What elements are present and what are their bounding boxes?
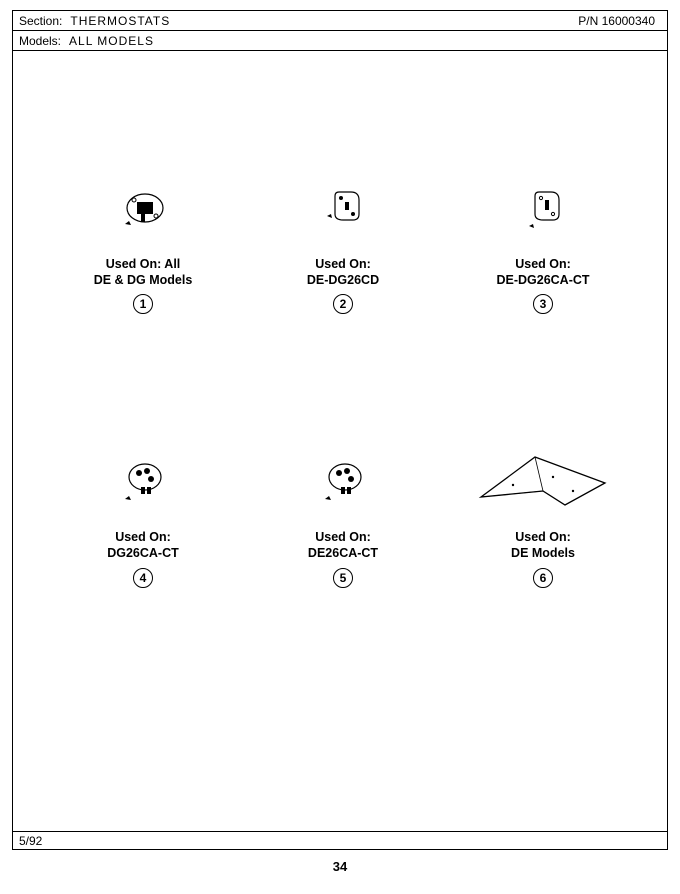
used-on-label: Used On: — [307, 257, 379, 273]
thermostat-switch-icon — [115, 171, 171, 251]
part-number: P/N 16000340 — [574, 12, 667, 30]
used-on-models: DG26CA-CT — [107, 546, 179, 562]
diagram-content: Used On: All DE & DG Models 1 — [13, 51, 667, 829]
part-number-text: 6 — [540, 571, 547, 585]
plate-small-alt-icon — [515, 171, 571, 251]
part-number-text: 3 — [540, 297, 547, 311]
part-item: Used On: DE Models 6 — [453, 444, 633, 587]
footer-date: 5/92 — [13, 831, 667, 849]
used-on-label: Used On: All — [94, 257, 193, 273]
part-number-circle: 3 — [533, 294, 553, 314]
header-row-section: Section: THERMOSTATS P/N 16000340 — [13, 11, 667, 31]
heat-shield-icon — [473, 444, 613, 524]
part-item: Used On: DE-DG26CD 2 — [253, 171, 433, 314]
part-number-circle: 4 — [133, 568, 153, 588]
used-on-label: Used On: — [308, 530, 378, 546]
footer-date-text: 5/92 — [19, 834, 42, 848]
parts-grid: Used On: All DE & DG Models 1 — [53, 171, 633, 588]
diagram-frame: Section: THERMOSTATS P/N 16000340 Models… — [12, 10, 668, 850]
page-number: 34 — [0, 859, 680, 874]
used-on-models: DE-DG26CA-CT — [496, 273, 589, 289]
used-on-models: DE-DG26CD — [307, 273, 379, 289]
part-number-circle: 1 — [133, 294, 153, 314]
used-on-label: Used On: — [107, 530, 179, 546]
part-number-text: 4 — [140, 571, 147, 585]
models-value: ALL MODELS — [65, 32, 158, 50]
thermostat-multi-icon — [115, 444, 171, 524]
used-on-models: DE & DG Models — [94, 273, 193, 289]
part-caption: Used On: DG26CA-CT — [107, 530, 179, 561]
used-on-label: Used On: — [496, 257, 589, 273]
part-number-text: 2 — [340, 297, 347, 311]
used-on-models: DE26CA-CT — [308, 546, 378, 562]
part-item: Used On: DG26CA-CT 4 — [53, 444, 233, 587]
part-caption: Used On: All DE & DG Models — [94, 257, 193, 288]
part-caption: Used On: DE-DG26CD — [307, 257, 379, 288]
used-on-label: Used On: — [511, 530, 575, 546]
page-number-text: 34 — [333, 859, 347, 874]
pn-value: 16000340 — [602, 14, 655, 28]
part-item: Used On: DE26CA-CT 5 — [253, 444, 433, 587]
page: Section: THERMOSTATS P/N 16000340 Models… — [0, 0, 680, 894]
thermostat-multi-alt-icon — [315, 444, 371, 524]
header-row-models: Models: ALL MODELS — [13, 31, 667, 51]
part-item: Used On: DE-DG26CA-CT 3 — [453, 171, 633, 314]
part-number-text: 5 — [340, 571, 347, 585]
models-label: Models: — [13, 32, 65, 50]
part-caption: Used On: DE Models — [511, 530, 575, 561]
part-number-circle: 2 — [333, 294, 353, 314]
section-value: THERMOSTATS — [66, 12, 174, 30]
part-number-circle: 5 — [333, 568, 353, 588]
plate-small-icon — [315, 171, 371, 251]
pn-label: P/N — [578, 14, 598, 28]
part-number-text: 1 — [140, 297, 147, 311]
section-label: Section: — [13, 12, 66, 30]
part-caption: Used On: DE26CA-CT — [308, 530, 378, 561]
part-item: Used On: All DE & DG Models 1 — [53, 171, 233, 314]
used-on-models: DE Models — [511, 546, 575, 562]
part-number-circle: 6 — [533, 568, 553, 588]
part-caption: Used On: DE-DG26CA-CT — [496, 257, 589, 288]
